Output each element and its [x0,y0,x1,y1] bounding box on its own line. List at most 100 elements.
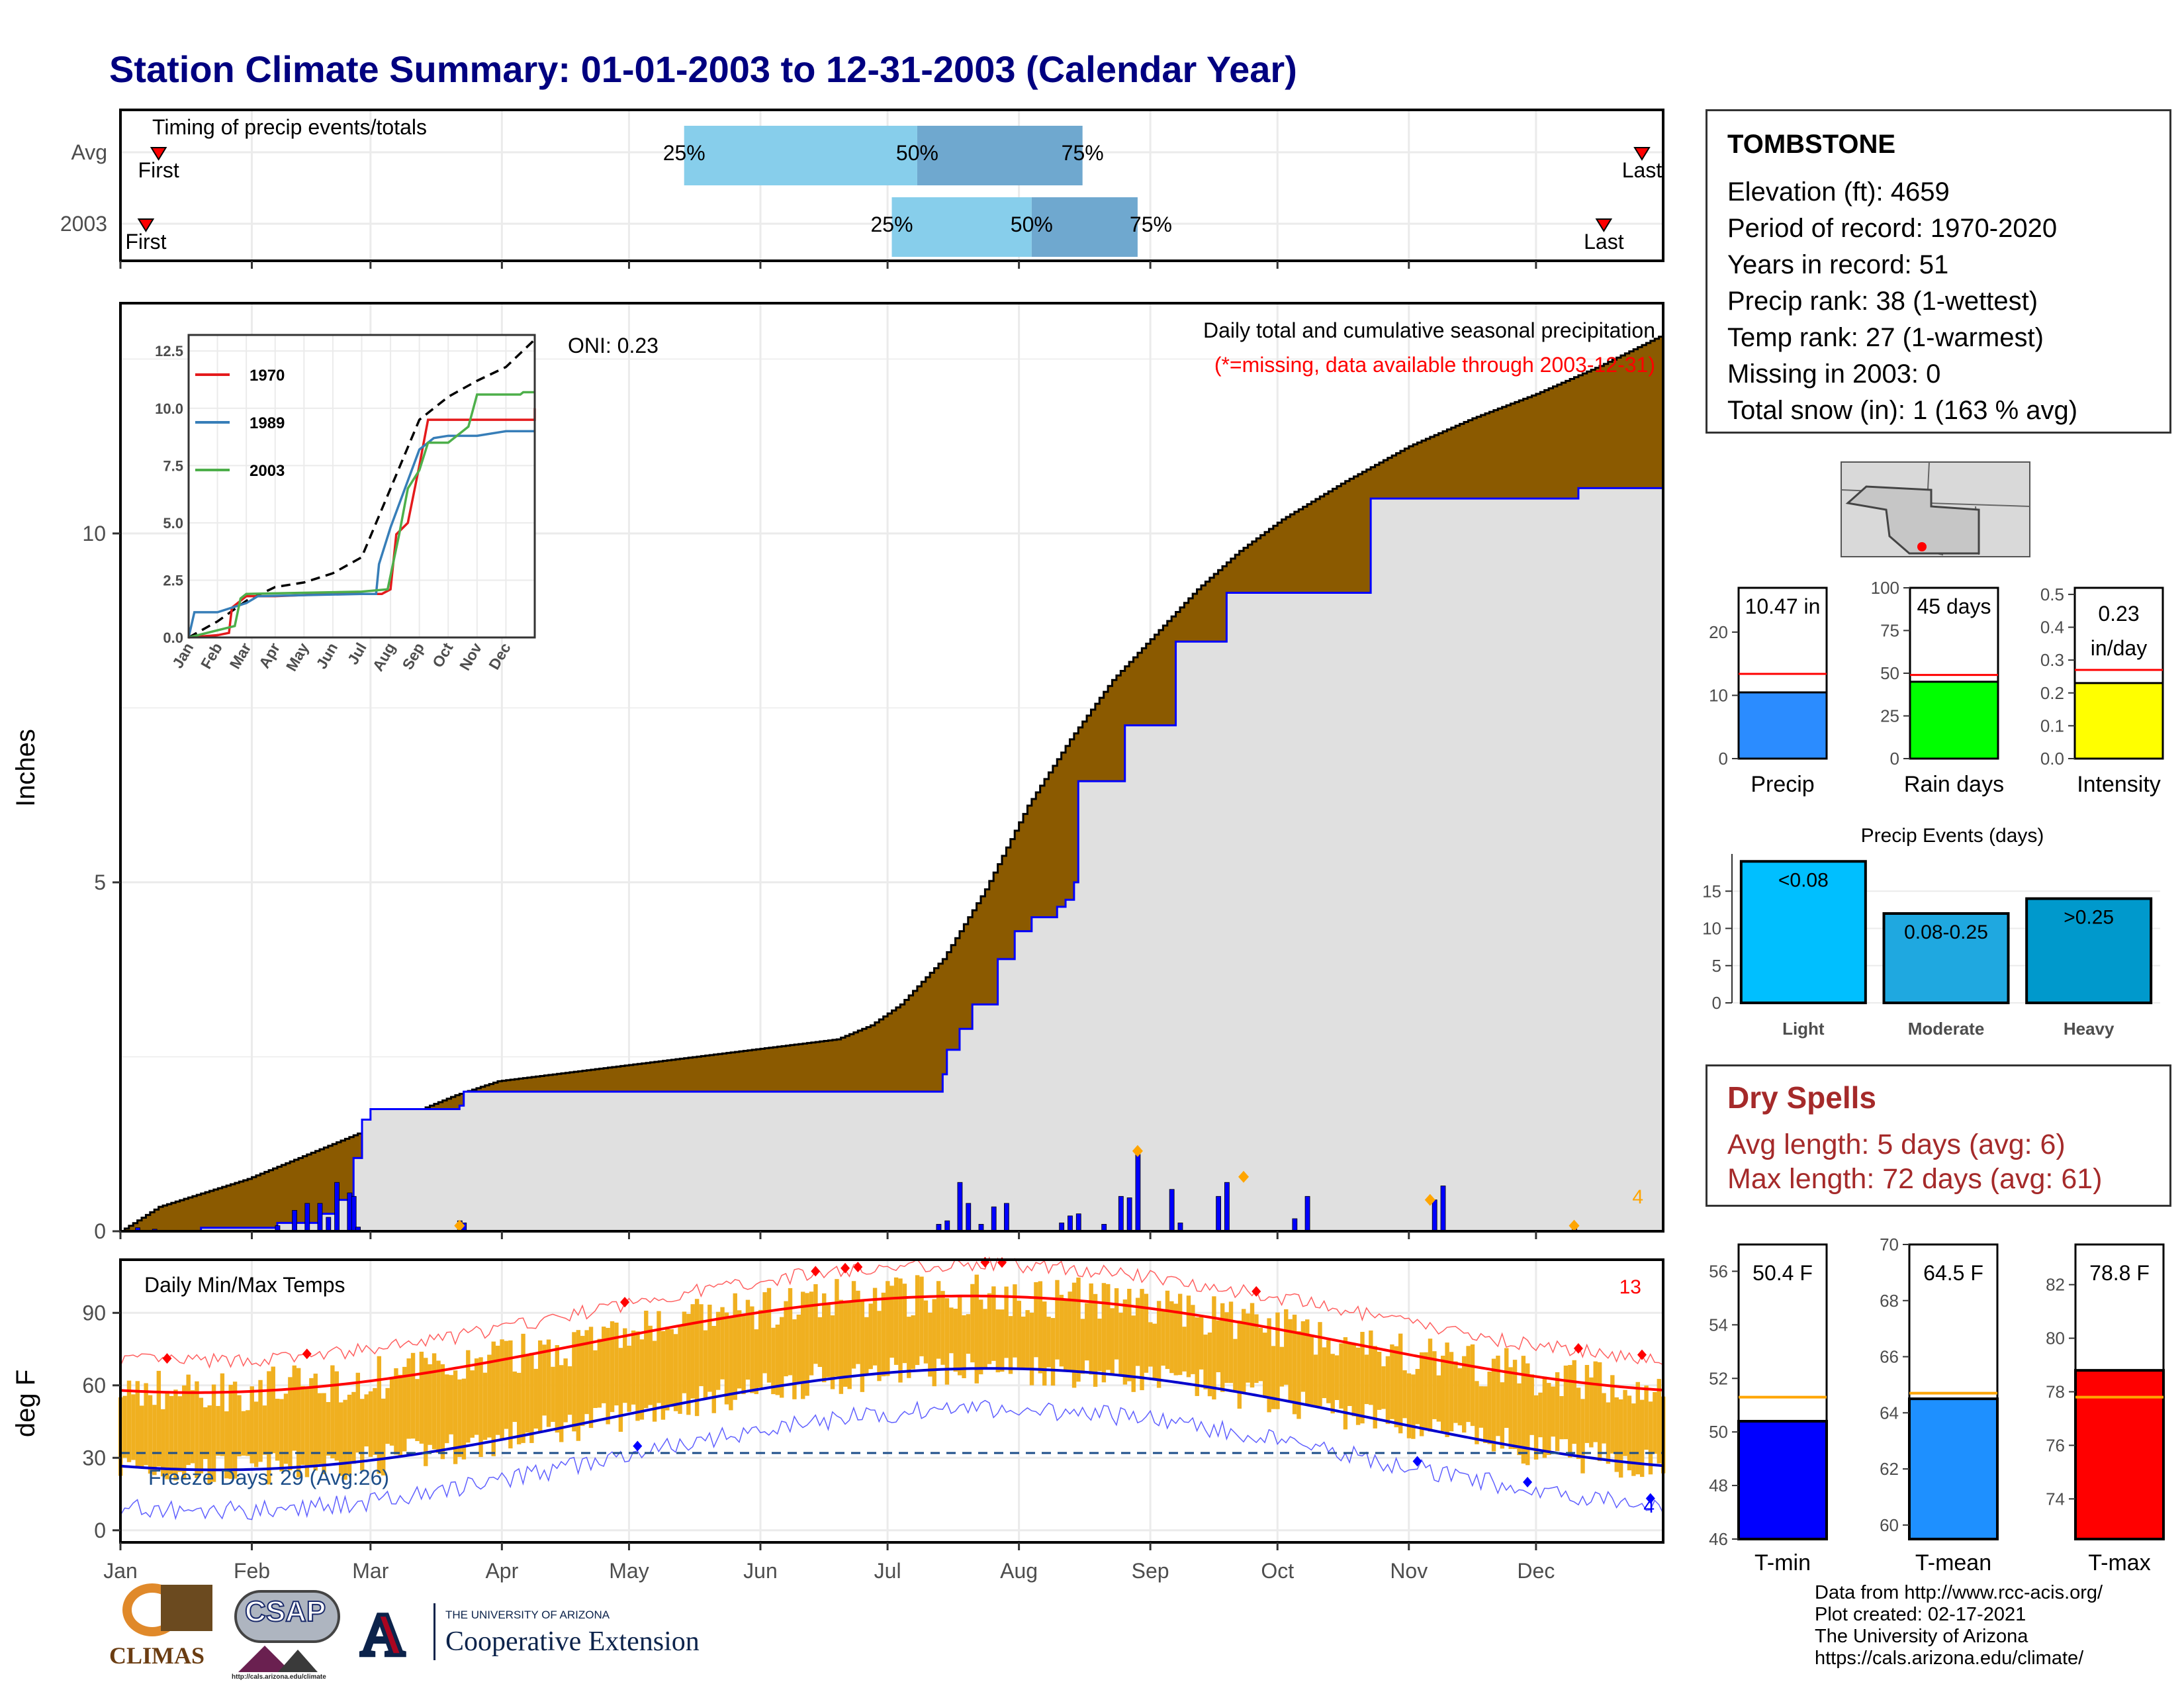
dry-avg-length: Avg length: 5 days (avg: 6) [1727,1129,2066,1160]
daily-precip-bar [944,1220,950,1232]
daily-temp-bar [1279,1346,1285,1387]
last-marker-icon [1633,147,1651,161]
daily-temp-bar [707,1304,712,1392]
daily-temp-bar [304,1386,310,1477]
cumulative-2003-area [120,487,1664,1233]
daily-temp-bar [978,1299,983,1375]
daily-temp-bar [347,1394,352,1476]
daily-precip-bar [317,1203,323,1232]
mini-bar-tick-label: 75 [1880,621,1899,641]
temp-bar-tick-label: 48 [1709,1476,1728,1495]
timing-bar-lower [684,126,917,185]
events-category-label: Light [1782,1019,1825,1039]
daily-temp-bar [898,1278,903,1383]
daily-temp-bar [250,1386,254,1464]
daily-temp-bar [525,1354,530,1433]
daily-temp-bar [750,1306,754,1393]
daily-temp-bar [1093,1293,1098,1387]
daily-temp-bar [373,1387,377,1455]
daily-temp-bar [682,1311,687,1393]
daily-temp-bar [1512,1360,1518,1450]
daily-temp-bar [1597,1362,1602,1462]
daily-temp-bar [1068,1291,1072,1371]
mini-bar-tick-label: 10 [1709,685,1728,705]
daily-temp-bar [1411,1374,1416,1439]
daily-temp-bar [334,1371,339,1461]
mini-bar-tick-label: 0.1 [2040,716,2064,735]
daily-temp-bar [326,1402,331,1456]
daily-temp-bar [253,1401,259,1468]
timing-bar-upper [1031,197,1138,257]
daily-temp-bar [529,1352,534,1443]
daily-temp-bar [631,1330,636,1405]
temp-bar-value-text: 64.5 F [1923,1261,1983,1285]
daily-temp-bar [835,1279,839,1377]
daily-temp-bar [576,1330,581,1441]
temp-bar-tick-label: 68 [1880,1291,1899,1311]
record-high-marker [162,1353,172,1364]
record-high-marker [1637,1349,1647,1360]
daily-temp-bar [126,1380,132,1462]
station-line: Temp rank: 27 (1-warmest) [1727,323,2044,352]
record-low-line [120,1399,1664,1521]
daily-temp-bar [1110,1308,1115,1374]
events-bar-label: 0.08-0.25 [1904,921,1988,943]
month-label: Feb [234,1559,270,1583]
temp-bar-tick-label: 46 [1709,1529,1728,1549]
month-label: Jul [874,1559,901,1583]
daily-temp-bar [788,1288,793,1376]
precip-ytick-label: 0 [94,1219,106,1243]
daily-temp-bar [1589,1377,1594,1448]
daily-temp-bar [182,1385,187,1479]
timing-label: Timing of precip events/totals [152,115,427,139]
daily-temp-bar [1347,1342,1352,1407]
events-tick-label: 5 [1712,956,1721,976]
daily-precip-bar [304,1203,310,1232]
daily-temp-bar [1220,1303,1225,1392]
mini-bar-tick-label: 0 [1719,749,1728,769]
daily-temp-bar [610,1321,615,1413]
station-location-marker [1917,542,1927,551]
mini-bar-tick-label: 20 [1709,622,1728,642]
inset-frame [187,334,536,639]
daily-temp-bar [1173,1303,1178,1376]
daily-temp-bar [1152,1323,1157,1380]
daily-temp-bar [432,1353,437,1450]
page-title: Station Climate Summary: 01-01-2003 to 1… [109,48,1297,90]
daily-temp-bar [572,1332,576,1432]
daily-precip-bar [347,1192,353,1232]
daily-temp-bar [398,1374,403,1457]
daily-temp-bar [322,1393,326,1474]
daily-temp-bar [1504,1348,1509,1429]
climas-logo-text: CLIMAS [109,1642,205,1669]
precip-ytick-label: 10 [82,522,106,545]
daily-temp-bar [1572,1360,1576,1444]
inset-series-line [188,338,536,639]
ua-top-text: THE UNIVERSITY OF ARIZONA [445,1609,610,1621]
daily-temp-bar [957,1296,962,1376]
daily-temp-bar [1097,1318,1102,1372]
temp-bar-tick-label: 66 [1880,1347,1899,1367]
daily-temp-bar [822,1293,827,1383]
daily-temp-bar [962,1315,966,1378]
daily-temp-bar [703,1330,708,1398]
daily-temp-bar [1432,1351,1437,1419]
month-label: Oct [1261,1559,1294,1583]
daily-temp-bar [1275,1312,1280,1409]
daily-temp-bar [1618,1399,1623,1478]
daily-temp-bar [1398,1333,1403,1434]
daily-temp-bar [1271,1346,1276,1409]
daily-temp-bar [466,1350,471,1443]
daily-temp-bar [936,1281,941,1359]
daily-temp-bar [1394,1346,1398,1428]
mini-bar-tick-label: 100 [1871,578,1899,598]
daily-temp-bar [970,1284,975,1363]
inset-month-label: May [283,639,312,674]
daily-temp-bar [644,1311,649,1409]
precip-ytick-label: 5 [94,870,106,894]
daily-temp-bar [784,1301,788,1377]
daily-temp-bar [711,1326,716,1413]
daily-temp-bar [1351,1343,1356,1417]
daily-temp-bar [292,1365,296,1451]
